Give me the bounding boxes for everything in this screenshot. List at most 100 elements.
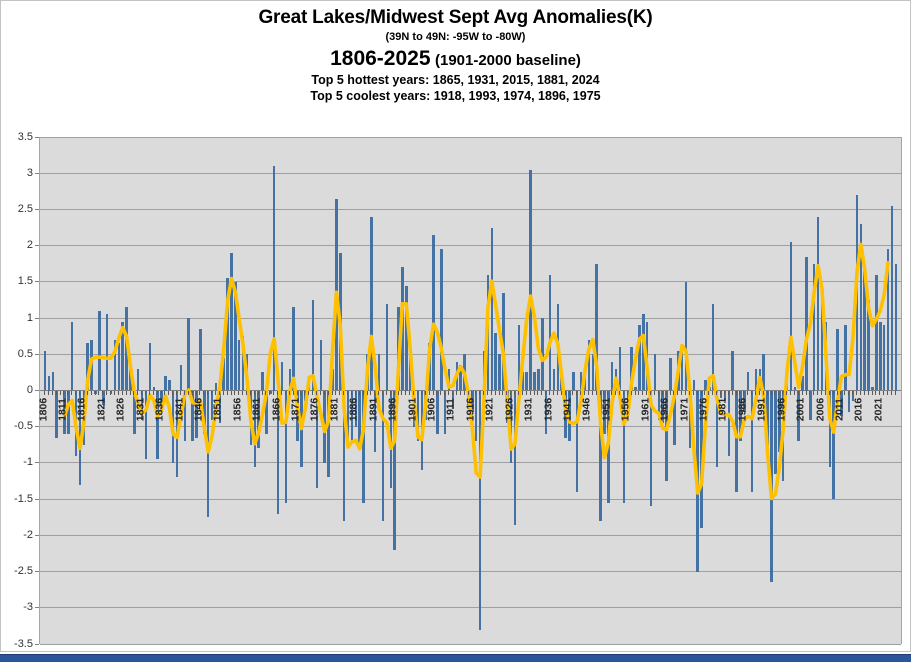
bar-1855 xyxy=(234,281,237,391)
x-axis-tick xyxy=(354,391,356,395)
x-axis-tick xyxy=(708,391,710,395)
x-axis-tick xyxy=(584,391,585,395)
x-axis-tick xyxy=(113,391,115,395)
x-axis-tick xyxy=(619,391,620,395)
x-axis-tick xyxy=(580,391,582,395)
x-axis-label: 1856 xyxy=(231,397,244,422)
x-axis-tick xyxy=(545,391,547,395)
x-axis-tick xyxy=(203,391,205,395)
y-axis-label: 0.5 xyxy=(17,347,33,360)
x-axis-tick xyxy=(261,391,263,395)
bar-1973 xyxy=(692,379,696,391)
x-axis-label: 1896 xyxy=(386,397,399,422)
x-axis-tick xyxy=(463,391,465,395)
bar-1921 xyxy=(490,227,494,391)
x-axis-tick xyxy=(327,391,329,395)
bar-1989 xyxy=(754,368,758,391)
bar-1969 xyxy=(677,350,680,391)
bar-1806 xyxy=(43,350,47,391)
y-axis-tick xyxy=(35,208,39,210)
bar-2012 xyxy=(844,325,847,391)
x-axis-tick xyxy=(483,391,484,395)
bar-1878 xyxy=(323,390,326,463)
x-axis-tick xyxy=(63,391,65,395)
y-axis-label: 1.5 xyxy=(17,275,33,288)
x-axis-tick xyxy=(211,391,213,395)
x-axis-label: 1946 xyxy=(580,397,593,422)
y-axis-label: -2 xyxy=(23,528,33,541)
x-axis-tick xyxy=(195,391,197,395)
x-axis-tick xyxy=(782,391,784,395)
bar-1990 xyxy=(758,368,762,391)
x-axis-tick xyxy=(51,391,53,395)
x-axis-tick xyxy=(824,391,826,395)
x-axis-label: 1871 xyxy=(289,397,302,422)
x-axis-tick xyxy=(296,391,298,395)
x-axis-tick xyxy=(704,391,706,395)
x-axis-tick xyxy=(374,391,376,395)
bar-1954 xyxy=(618,347,622,391)
x-axis-tick xyxy=(117,391,119,395)
x-axis-tick xyxy=(797,391,799,395)
bar-1947 xyxy=(591,354,595,391)
x-axis-tick xyxy=(75,391,77,395)
x-axis-tick xyxy=(397,391,399,395)
bar-1874 xyxy=(307,379,311,391)
x-axis-label: 1911 xyxy=(444,398,457,421)
x-axis-tick xyxy=(110,391,111,395)
bar-1919 xyxy=(482,350,486,391)
bar-1888 xyxy=(362,390,365,503)
bar-1875 xyxy=(311,300,315,391)
x-axis-tick xyxy=(887,391,888,395)
x-axis-tick xyxy=(145,391,146,395)
bar-2025 xyxy=(894,263,898,391)
x-axis-tick xyxy=(257,391,259,395)
bar-1868 xyxy=(284,390,288,503)
taskbar-strip[interactable] xyxy=(0,654,911,662)
x-axis-tick xyxy=(417,391,418,395)
x-axis-tick xyxy=(382,391,383,395)
x-axis-tick xyxy=(304,391,306,395)
x-axis-tick xyxy=(424,391,426,395)
bar-1958 xyxy=(634,386,637,391)
x-axis-label: 1891 xyxy=(367,397,380,422)
bar-1897 xyxy=(397,307,400,391)
bar-1937 xyxy=(552,368,556,391)
x-axis-tick xyxy=(475,391,477,395)
chart-subtitle-era: 1806-2025 (1901-2000 baseline) xyxy=(1,47,910,71)
x-axis-tick xyxy=(339,391,341,395)
x-axis-tick xyxy=(347,391,348,395)
x-axis-tick xyxy=(183,391,185,395)
bar-1827 xyxy=(125,307,128,391)
y-axis-label: -2.5 xyxy=(14,565,33,578)
x-axis-tick xyxy=(214,391,216,395)
y-axis-tick xyxy=(35,172,39,174)
bar-1838 xyxy=(168,379,171,391)
x-axis-tick xyxy=(106,391,108,395)
x-axis-tick xyxy=(747,391,749,395)
y-axis-label: 1 xyxy=(26,311,33,324)
gridline xyxy=(40,643,901,645)
x-axis-tick xyxy=(514,391,516,395)
x-axis-tick xyxy=(793,391,795,395)
bar-1912 xyxy=(455,361,459,391)
x-axis-label: 1841 xyxy=(173,397,185,422)
bar-1910 xyxy=(447,368,451,391)
bar-2016 xyxy=(859,223,863,391)
x-axis-tick xyxy=(626,391,628,395)
bar-1857 xyxy=(241,336,245,391)
bar-1820 xyxy=(98,310,101,391)
x-axis-tick xyxy=(86,391,88,395)
bar-1809 xyxy=(55,390,58,438)
x-axis-tick xyxy=(622,391,624,395)
x-axis-tick xyxy=(630,391,632,395)
x-axis-tick xyxy=(428,391,430,395)
x-axis-tick xyxy=(518,391,519,395)
x-axis-tick xyxy=(828,391,830,395)
x-axis-label: 1806 xyxy=(37,397,49,422)
chart-title: Great Lakes/Midwest Sept Avg Anomalies(K… xyxy=(258,7,653,28)
hottest-years-note: Top 5 hottest years: 1865, 1931, 2015, 1… xyxy=(311,73,600,87)
x-axis-tick xyxy=(207,391,209,395)
x-axis-tick xyxy=(875,391,877,395)
x-axis-tick xyxy=(541,391,543,395)
